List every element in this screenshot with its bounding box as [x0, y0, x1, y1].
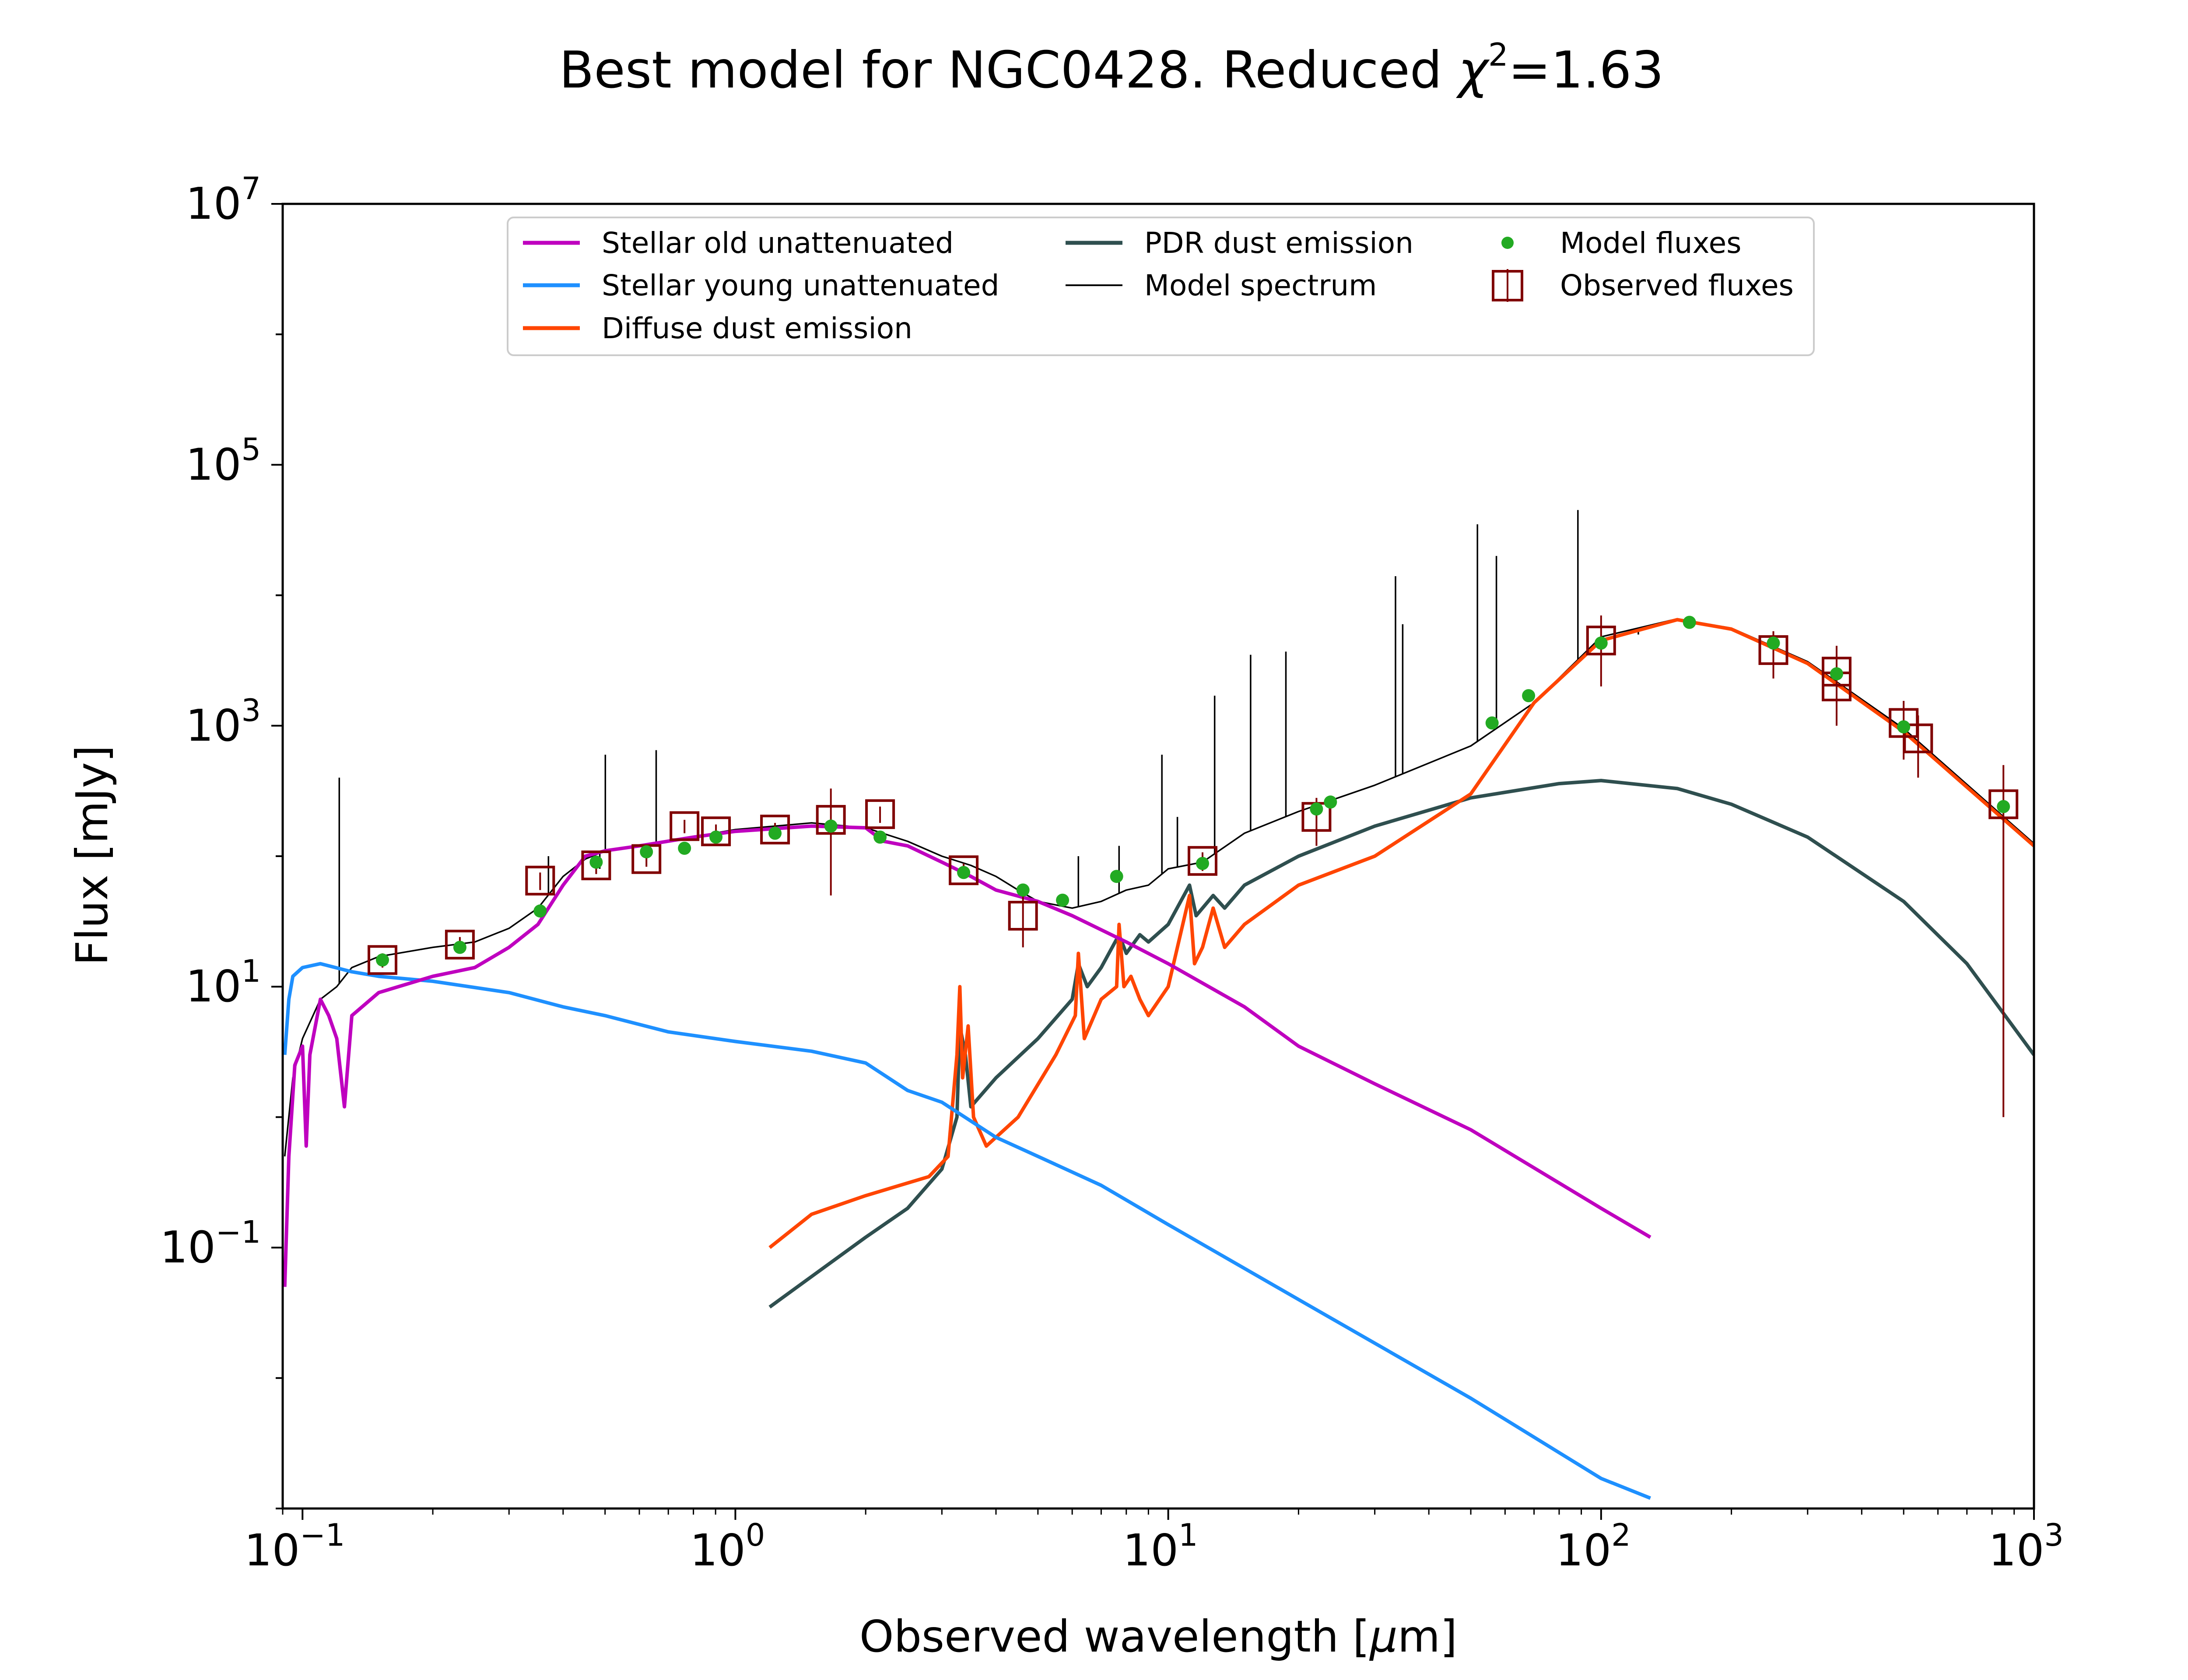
legend-box	[507, 217, 1815, 356]
x-tick-label: 100	[690, 1517, 765, 1576]
x-tick-label: 10−1	[244, 1517, 345, 1576]
observed-flux-marker	[368, 945, 397, 975]
model-flux-point	[1767, 636, 1780, 650]
x-axis-label: Observed wavelength [μm]	[859, 1611, 1457, 1662]
plot-frame	[281, 203, 2035, 1510]
x-tick-label: 101	[1123, 1517, 1198, 1576]
model-flux-point	[1056, 893, 1069, 907]
title-chi: χ	[1455, 41, 1490, 100]
legend-label-stellar-old: Stellar old unattenuated	[602, 226, 954, 260]
observed-flux-marker	[760, 815, 790, 845]
observed-flux-marker	[1988, 789, 2019, 819]
chart-title: Best model for NGC0428. Reduced χ2=1.63	[559, 36, 1664, 100]
observed-flux-marker	[816, 805, 846, 835]
observed-flux-marker	[865, 799, 895, 829]
x-axis-label-mu: μ	[1369, 1611, 1398, 1662]
y-axis-label: Flux [mJy]	[67, 745, 118, 966]
model-flux-point	[1016, 883, 1030, 897]
model-flux-point	[957, 866, 971, 879]
x-axis-label-suffix: m]	[1398, 1611, 1457, 1662]
model-flux-point	[1830, 667, 1843, 681]
model-flux-point	[589, 855, 603, 869]
ticks-layer: 10−1 100 101 102 103 10−1 101 103 105 107	[160, 171, 2064, 1576]
model-flux-point	[1897, 720, 1911, 734]
legend: Stellar old unattenuated Stellar young u…	[507, 217, 1815, 356]
legend-label-stellar-young: Stellar young unattenuated	[602, 269, 999, 302]
model-flux-point	[1110, 870, 1123, 883]
model-flux-point	[1997, 800, 2010, 813]
model-flux-point	[453, 941, 466, 954]
model-flux-point	[1594, 636, 1608, 650]
model-flux-point	[824, 819, 838, 833]
y-tick-label: 103	[186, 693, 261, 751]
markers-layer	[368, 615, 2019, 1117]
model-flux-point	[1485, 716, 1499, 730]
legend-label-model-fluxes: Model fluxes	[1560, 226, 1742, 260]
model-flux-point	[1310, 802, 1323, 816]
series-line-pdr-dust	[768, 779, 2034, 1309]
legend-label-pdr-dust: PDR dust emission	[1144, 226, 1413, 260]
legend-label-model-spectrum: Model spectrum	[1144, 269, 1377, 302]
title-prefix: Best model for NGC0428. Reduced	[559, 41, 1458, 100]
model-flux-point	[1196, 857, 1209, 870]
model-flux-point	[376, 953, 389, 967]
model-flux-point	[640, 845, 653, 858]
model-flux-point	[678, 841, 691, 855]
model-flux-point	[1324, 795, 1337, 809]
x-tick-label: 102	[1556, 1517, 1631, 1576]
observed-flux-marker	[445, 930, 475, 960]
observed-flux-marker	[525, 865, 555, 896]
y-tick-label: 107	[186, 171, 261, 229]
observed-flux-marker	[949, 855, 979, 886]
series-line-model-spectrum	[284, 618, 2034, 1157]
model-flux-point	[709, 830, 723, 844]
series-layer	[283, 510, 2034, 1500]
model-flux-point	[533, 904, 547, 918]
title-sup: 2	[1488, 36, 1508, 73]
series-line-stellar-old	[283, 824, 1652, 1287]
observed-flux-marker	[1188, 846, 1217, 876]
observed-flux-marker	[1008, 901, 1038, 931]
observed-flux-marker	[581, 850, 611, 880]
legend-swatch-model-fluxes	[1501, 237, 1514, 249]
title-suffix: =1.63	[1508, 41, 1664, 100]
model-flux-point	[768, 826, 782, 840]
series-line-stellar-young	[283, 962, 1651, 1500]
model-flux-point	[1522, 689, 1536, 703]
model-flux-point	[873, 830, 887, 844]
x-axis-label-prefix: Observed wavelength [	[859, 1611, 1370, 1662]
series-line-diffuse-dust	[768, 618, 2034, 1249]
observed-flux-marker	[670, 811, 700, 841]
y-tick-label: 101	[186, 953, 261, 1012]
observed-flux-marker	[1903, 723, 1933, 753]
legend-label-observed-fluxes: Observed fluxes	[1560, 269, 1794, 302]
observed-flux-marker	[1586, 626, 1616, 655]
legend-label-diffuse-dust: Diffuse dust emission	[602, 312, 912, 345]
x-tick-label: 103	[1988, 1517, 2064, 1576]
model-flux-point	[1683, 616, 1696, 629]
y-tick-label: 105	[186, 431, 261, 490]
y-tick-label: 10−1	[160, 1214, 261, 1273]
observed-flux-marker	[701, 816, 731, 847]
